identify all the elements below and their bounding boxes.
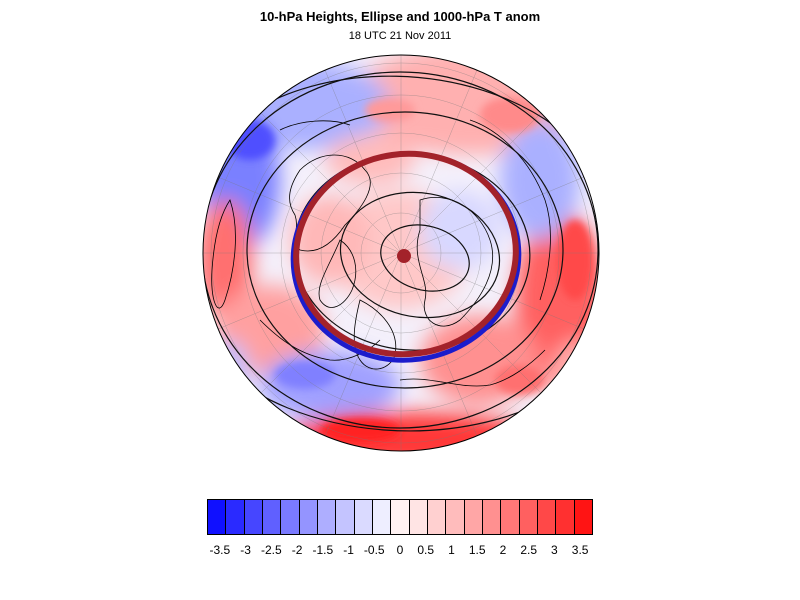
colorbar-tick-label: 3 — [551, 543, 558, 557]
colorbar-swatch — [574, 500, 592, 534]
colorbar-tick-label: -3 — [240, 543, 251, 557]
colorbar-swatch — [281, 500, 300, 534]
colorbar-tick-label: -2 — [291, 543, 303, 557]
colorbar-tick-label: -0.5 — [363, 543, 385, 557]
colorbar-swatch — [556, 500, 575, 534]
colorbar-swatch — [537, 500, 557, 534]
anomaly-field-detail — [225, 97, 593, 442]
colorbar-swatch — [409, 500, 428, 534]
colorbar-swatch — [262, 500, 282, 534]
colorbar-swatch — [244, 500, 263, 534]
colorbar-tick-label: -3.5 — [209, 543, 231, 557]
colorbar-swatch — [482, 500, 502, 534]
colorbar-tick-label: 1.5 — [468, 543, 486, 557]
vortex-ellipse — [293, 150, 519, 358]
page-title: 10-hPa Heights, Ellipse and 1000-hPa T a… — [259, 9, 541, 24]
colorbar-tick-label: 1 — [448, 543, 455, 557]
colorbar-swatch — [226, 500, 245, 534]
colorbar-tick-label: -2.5 — [260, 543, 282, 557]
colorbar-labels: -3.5 -3 -2.5 -2 -1.5 -1 -0.5 0 0.5 1 1.5 2 2.5 3 3.5 — [207, 543, 593, 561]
colorbar-swatch — [519, 500, 538, 534]
colorbar-swatch — [501, 500, 520, 534]
colorbar-tick-label: 2.5 — [520, 543, 537, 557]
colorbar-tick-label: 0.5 — [417, 543, 435, 557]
colorbar-tick-label: -1.5 — [312, 543, 334, 557]
colorbar-swatch — [336, 500, 355, 534]
globe-outline — [202, 54, 600, 452]
colorbar-swatch — [427, 500, 447, 534]
colorbar-swatch — [372, 500, 392, 534]
coastlines — [211, 119, 551, 387]
colorbar-tick-label: 0 — [396, 543, 404, 557]
colorbar-tick-label: -1 — [343, 543, 354, 557]
colorbar-swatch — [354, 500, 373, 534]
colorbar-swatch — [464, 500, 483, 534]
colorbar-tick-label: 3.5 — [571, 543, 589, 557]
vortex-centre — [397, 249, 411, 263]
globe-fill — [203, 55, 599, 451]
colorbar-swatch — [208, 500, 227, 534]
page-subtitle: 18 UTC 21 Nov 2011 — [348, 30, 452, 42]
colorbar-swatch — [391, 500, 410, 534]
colorbar-swatch — [317, 500, 337, 534]
colorbar-swatch — [446, 500, 465, 534]
colorbar-swatch — [299, 500, 318, 534]
colorbar-tick-label: 2 — [499, 543, 507, 557]
colorbar — [207, 499, 593, 535]
